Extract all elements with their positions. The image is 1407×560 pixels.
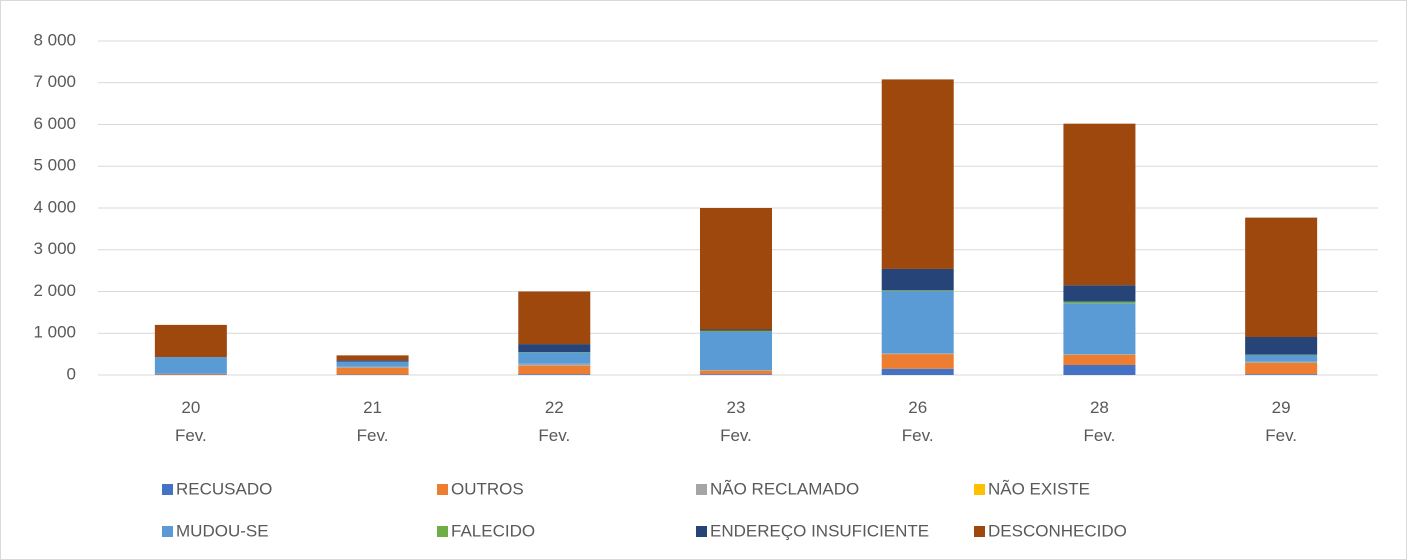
bar-segment (700, 208, 772, 330)
bar-segment (336, 366, 409, 368)
y-tick-label: 5 000 (33, 156, 76, 175)
bar-segment (881, 268, 954, 291)
legend-label: NÃO EXISTE (988, 479, 1090, 498)
bar-segment (1245, 354, 1318, 362)
x-tick-label: 22 Fev. (538, 398, 571, 445)
bar-segment (1245, 374, 1318, 375)
x-tick-label: 28 Fev. (1083, 398, 1116, 445)
y-tick-label: 3 000 (33, 239, 76, 258)
bar-segment (881, 291, 954, 354)
bar-segment (881, 354, 954, 369)
y-tick-label: 4 000 (33, 197, 76, 216)
x-tick-label: 23 Fev. (720, 398, 752, 445)
x-tick-label: 21 Fev. (356, 398, 389, 445)
bar-segment (700, 374, 772, 375)
bar-segment (154, 373, 227, 375)
bar-segment (154, 357, 227, 374)
bar-segment (700, 330, 772, 332)
legend-marker (974, 484, 985, 495)
legend-marker (437, 484, 448, 495)
legend-label: MUDOU-SE (176, 521, 269, 540)
y-tick-label: 7 000 (33, 72, 76, 91)
legend-label: FALECIDO (451, 521, 535, 540)
bar-segment (1245, 337, 1318, 355)
bar-segment (881, 353, 954, 355)
legend-marker (696, 526, 707, 537)
bar-segment (518, 365, 591, 375)
bar-segment (1245, 217, 1318, 338)
bar-segment (518, 352, 591, 364)
bar-segment (336, 361, 409, 367)
legend-marker (162, 484, 173, 495)
x-tick-label: 20 Fev. (174, 398, 207, 445)
legend-label: ENDEREÇO INSUFICIENTE (710, 521, 929, 540)
bar-segment (518, 374, 591, 375)
bar-segment (700, 329, 772, 331)
bar-segment (700, 331, 772, 370)
bar-segment (881, 368, 954, 375)
y-tick-label: 1 000 (33, 323, 76, 342)
x-tick-label: 29 Fev. (1265, 398, 1298, 445)
legend-marker (696, 484, 707, 495)
bar-segment (1063, 364, 1136, 375)
bar-segment (154, 324, 227, 358)
legend-label: NÃO RECLAMADO (710, 479, 859, 498)
bar-segment (336, 355, 409, 361)
bar-segment (1063, 285, 1136, 302)
bar-segment (518, 344, 591, 353)
y-tick-label: 0 (67, 364, 76, 383)
bar-segment (336, 360, 409, 362)
bar-segment (336, 367, 409, 375)
y-tick-label: 6 000 (33, 114, 76, 133)
bar-segment (518, 363, 591, 366)
bar-segment (1063, 123, 1136, 286)
bar-segment (1245, 361, 1318, 363)
y-tick-label: 2 000 (33, 281, 76, 300)
legend-marker (437, 526, 448, 537)
bar-segment (1063, 354, 1136, 355)
legend-label: DESCONHECIDO (988, 521, 1127, 540)
bar-segment (700, 370, 772, 375)
legend-label: OUTROS (451, 479, 524, 498)
bar-segment (700, 369, 772, 371)
legend-marker (162, 526, 173, 537)
x-tick-label: 26 Fev. (901, 398, 934, 445)
bar-segment (518, 291, 591, 345)
legend-marker (974, 526, 985, 537)
bar-segment (881, 290, 954, 292)
bar-segment (1063, 303, 1136, 355)
y-tick-label: 8 000 (33, 30, 76, 49)
bar-segment (1063, 301, 1136, 304)
bar-segment (881, 79, 954, 269)
legend-label: RECUSADO (176, 479, 272, 498)
bar-segment (1063, 354, 1136, 365)
bar-segment (1245, 362, 1318, 375)
